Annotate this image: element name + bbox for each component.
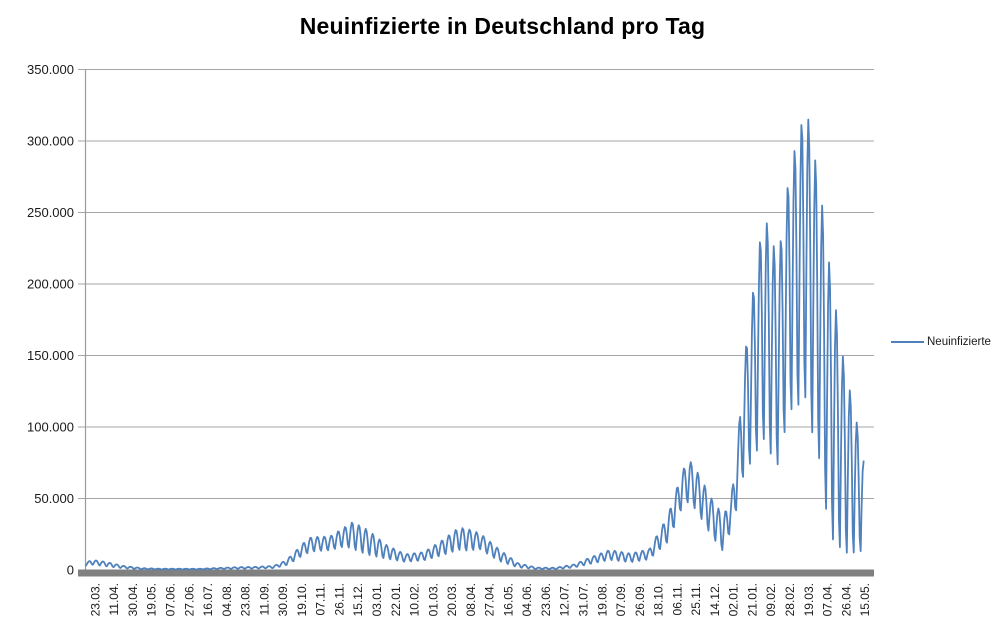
svg-text:28.02.: 28.02.: [783, 583, 797, 616]
svg-text:12.07.: 12.07.: [558, 583, 572, 616]
svg-text:07.11.: 07.11.: [314, 583, 328, 615]
svg-text:16.05.: 16.05.: [501, 583, 515, 616]
svg-text:20.03.: 20.03.: [445, 583, 459, 616]
svg-text:22.01.: 22.01.: [389, 583, 403, 616]
svg-text:350.000: 350.000: [27, 62, 74, 77]
svg-text:23.08.: 23.08.: [239, 583, 253, 616]
svg-text:19.08.: 19.08.: [595, 583, 609, 616]
svg-text:16.07.: 16.07.: [201, 583, 215, 616]
svg-text:10.02.: 10.02.: [408, 583, 422, 616]
legend-label: Neuinfizierte: [927, 336, 991, 348]
svg-text:26.04.: 26.04.: [839, 583, 853, 616]
svg-text:30.04.: 30.04.: [126, 583, 140, 616]
svg-text:04.08.: 04.08.: [220, 583, 234, 616]
svg-text:07.04.: 07.04.: [821, 583, 835, 616]
svg-text:26.09.: 26.09.: [633, 583, 647, 616]
x-axis-bar: [78, 569, 874, 577]
svg-text:31.07.: 31.07.: [577, 583, 591, 616]
svg-text:15.12.: 15.12.: [351, 583, 365, 616]
svg-text:02.01.: 02.01.: [727, 583, 741, 616]
svg-text:09.02.: 09.02.: [764, 583, 778, 616]
svg-text:27.06.: 27.06.: [182, 583, 196, 616]
legend-line-sample: [891, 340, 924, 344]
svg-text:23.06.: 23.06.: [539, 583, 553, 616]
svg-text:250.000: 250.000: [27, 205, 74, 220]
svg-text:08.04.: 08.04.: [464, 583, 478, 616]
svg-text:19.10.: 19.10.: [295, 583, 309, 616]
svg-text:04.06.: 04.06.: [520, 583, 534, 616]
svg-text:21.01.: 21.01.: [746, 583, 760, 616]
legend: Neuinfizierte: [891, 334, 991, 350]
gridlines: [78, 69, 874, 499]
svg-text:100.000: 100.000: [27, 420, 74, 435]
svg-text:18.10.: 18.10.: [652, 583, 666, 616]
svg-text:300.000: 300.000: [27, 134, 74, 149]
svg-text:50.000: 50.000: [34, 491, 74, 506]
svg-text:200.000: 200.000: [27, 277, 74, 292]
svg-text:30.09.: 30.09.: [276, 583, 290, 616]
x-axis-labels: 23.03. 11.04. 30.04. 19.05. 07.06. 27.06. 16.0…: [88, 583, 872, 616]
svg-text:15.05.: 15.05.: [858, 583, 872, 616]
svg-text:01.03.: 01.03.: [426, 583, 440, 616]
y-axis-labels: 0 50.000 100.000 150.000 200.000 250.000 300.0…: [27, 62, 74, 578]
svg-text:14.12.: 14.12.: [708, 583, 722, 616]
svg-text:03.01.: 03.01.: [370, 583, 384, 616]
svg-text:150.000: 150.000: [27, 348, 74, 363]
svg-text:07.09.: 07.09.: [614, 583, 628, 616]
svg-text:27.04.: 27.04.: [483, 583, 497, 616]
svg-text:26.11.: 26.11.: [332, 583, 346, 615]
svg-text:06.11.: 06.11.: [670, 583, 684, 615]
svg-text:0: 0: [67, 563, 74, 578]
svg-text:11.04.: 11.04.: [107, 583, 121, 615]
svg-text:07.06.: 07.06.: [164, 583, 178, 616]
svg-text:23.03.: 23.03.: [88, 583, 102, 616]
svg-text:19.03.: 19.03.: [802, 583, 816, 616]
svg-text:25.11.: 25.11.: [689, 583, 703, 615]
chart-title: Neuinfizierte in Deutschland pro Tag: [299, 13, 706, 39]
series-line-neuinfizierte: [85, 118, 865, 571]
svg-text:19.05.: 19.05.: [145, 583, 159, 616]
svg-text:11.09.: 11.09.: [257, 583, 271, 615]
